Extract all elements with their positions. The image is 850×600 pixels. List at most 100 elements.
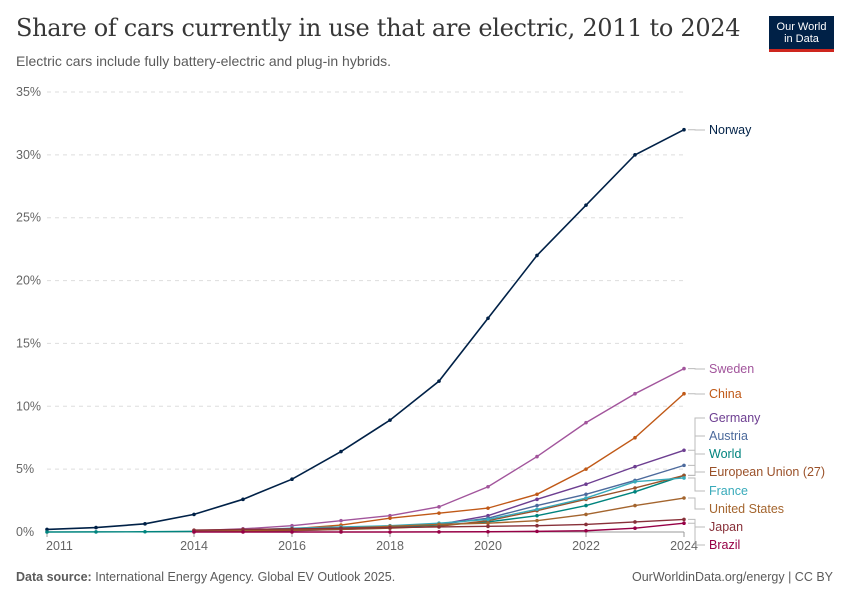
data-point [143, 522, 147, 526]
data-point [682, 448, 686, 453]
data-point [535, 454, 539, 459]
data-point [437, 530, 441, 534]
data-point [388, 530, 392, 534]
data-point [388, 513, 392, 518]
series-label: Austria [709, 429, 748, 443]
y-tick-label: 10% [16, 399, 41, 413]
series-line [193, 449, 685, 533]
data-point [437, 511, 441, 515]
data-point [535, 503, 539, 508]
data-point [584, 522, 588, 527]
data-point [437, 522, 441, 527]
data-point [584, 482, 588, 487]
label-connector [688, 477, 705, 492]
data-point [241, 530, 245, 534]
data-point [94, 530, 98, 534]
data-point [633, 391, 637, 396]
data-point [633, 520, 637, 524]
data-point [584, 496, 588, 500]
x-tick-label: 2014 [180, 539, 208, 553]
series-label: Japan [709, 520, 743, 534]
label-connector [688, 522, 705, 546]
series-label: United States [709, 502, 784, 516]
data-point [241, 527, 245, 532]
data-point [682, 473, 686, 478]
data-point [535, 497, 539, 502]
chart-subtitle: Electric cars include fully battery-elec… [16, 53, 392, 69]
data-point [437, 525, 441, 529]
data-point [535, 507, 539, 512]
series-line [193, 393, 685, 533]
data-point [94, 525, 98, 530]
data-point [45, 530, 49, 534]
data-point [486, 506, 490, 510]
data-point [437, 379, 441, 383]
label-connector [688, 471, 705, 476]
data-point [682, 391, 686, 396]
data-point [682, 366, 686, 371]
x-tick-label: 2022 [572, 539, 600, 553]
y-tick-label: 15% [16, 336, 41, 350]
series-line [46, 129, 685, 531]
data-point [192, 530, 196, 534]
data-point [290, 523, 294, 528]
x-tick-label: 2016 [278, 539, 306, 553]
data-point [388, 516, 392, 520]
owid-logo[interactable]: Our World in Data [769, 16, 834, 52]
data-point [584, 528, 588, 533]
data-point [682, 127, 686, 132]
data-point [535, 513, 539, 518]
footer-credit[interactable]: OurWorldinData.org/energy | CC BY [631, 570, 833, 584]
series-label: China [709, 387, 742, 401]
data-point [633, 153, 637, 157]
data-point [241, 497, 245, 502]
y-tick-label: 0% [16, 525, 34, 539]
data-point [682, 463, 686, 468]
label-connector [688, 497, 705, 510]
series-label: World [709, 447, 741, 461]
data-point [486, 484, 490, 489]
y-tick-label: 30% [16, 148, 41, 162]
data-point [584, 203, 588, 207]
series-label: Sweden [709, 362, 754, 376]
y-tick-label: 5% [16, 462, 34, 476]
data-point [339, 449, 343, 454]
data-point [535, 518, 539, 523]
y-tick-label: 25% [16, 211, 41, 225]
data-point [584, 503, 588, 508]
data-point [682, 476, 686, 480]
data-point [486, 521, 490, 525]
data-point [339, 530, 343, 534]
y-tick-label: 35% [16, 85, 41, 99]
data-source-text[interactable]: International Energy Agency. Global EV O… [95, 570, 396, 584]
data-point [388, 525, 392, 530]
series-label: Brazil [709, 538, 740, 552]
data-point [633, 503, 637, 508]
data-point [486, 517, 490, 522]
data-point [535, 253, 539, 258]
data-point [682, 521, 686, 525]
data-point [45, 527, 49, 532]
data-point [486, 524, 490, 529]
data-point [584, 492, 588, 497]
data-point [339, 526, 343, 531]
label-connector [688, 435, 705, 466]
label-connector [688, 417, 705, 451]
data-point [584, 512, 588, 517]
data-point [682, 517, 686, 522]
data-point [682, 496, 686, 500]
data-point [633, 486, 637, 490]
data-point [633, 464, 637, 469]
data-point [535, 492, 539, 497]
series-label: Germany [709, 411, 761, 425]
data-point [290, 527, 294, 531]
data-point [192, 512, 196, 517]
data-point [584, 420, 588, 425]
y-tick-label: 20% [16, 274, 41, 288]
data-point [486, 513, 490, 518]
series-label: France [709, 484, 748, 498]
data-point [339, 518, 343, 523]
x-tick-label: 2018 [376, 539, 404, 553]
data-point [143, 529, 147, 534]
